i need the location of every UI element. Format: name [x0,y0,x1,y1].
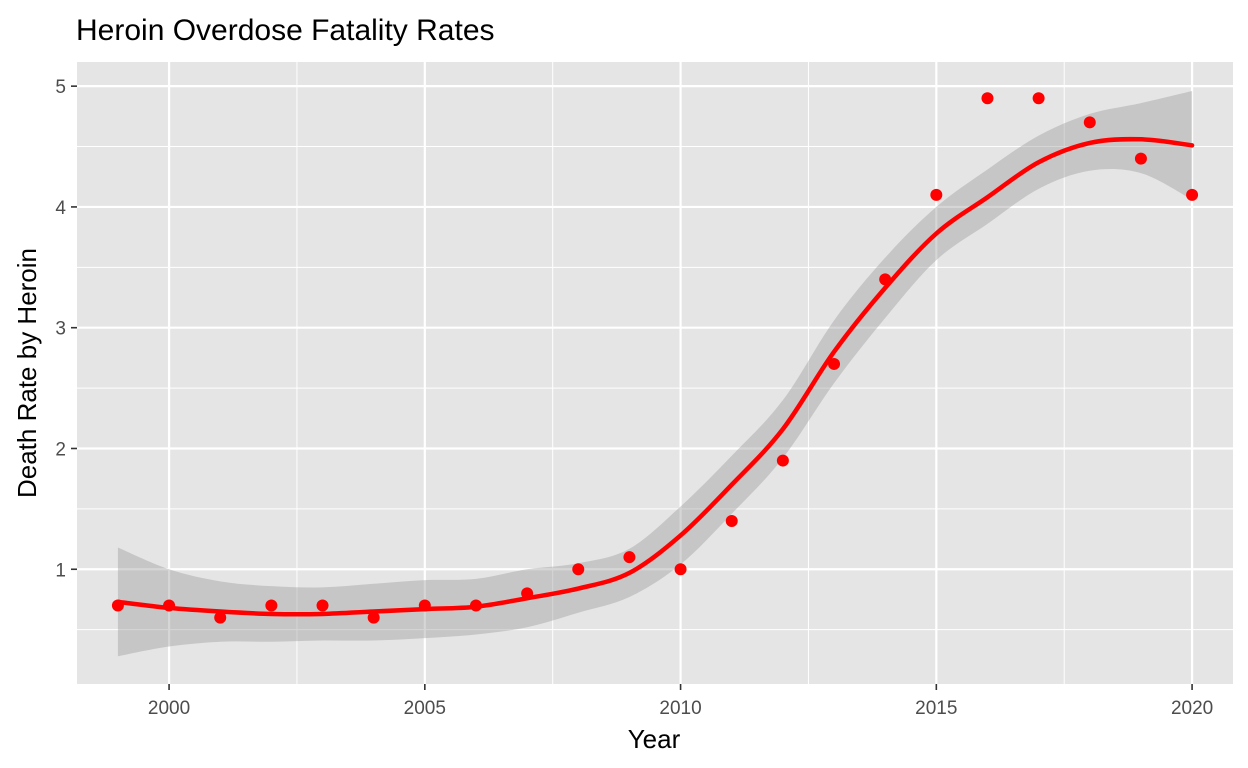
smooth-line [115,136,1195,617]
data-point [981,92,994,105]
data-point [1186,188,1199,201]
data-point [316,599,329,612]
y-tick-label: 5 [55,77,66,98]
x-tick-label: 2010 [659,698,701,719]
grid-minor [77,62,1233,684]
data-point [828,357,841,370]
plot-panel [77,62,1233,684]
x-tick-label: 2015 [915,698,957,719]
y-tick-label: 2 [55,439,66,460]
data-point [367,611,380,624]
x-tick-label: 2005 [404,698,446,719]
data-point [725,514,738,527]
confidence-ribbon [117,90,1193,657]
data-point [265,599,278,612]
data-point [930,188,943,201]
chart-title: Heroin Overdose Fatality Rates [76,14,495,47]
data-point [674,563,687,576]
data-point [572,563,585,576]
y-tick-label: 4 [55,198,66,219]
data-points [111,92,1199,624]
grid-major [77,62,1233,684]
x-tick-label: 2020 [1171,698,1213,719]
y-tick-label: 1 [55,560,66,581]
x-axis: 2000 2005 2010 2015 2020 [148,684,1213,719]
data-point [1083,116,1096,129]
x-axis-title: Year [628,724,681,754]
data-point [776,454,789,467]
data-point [1032,92,1045,105]
x-tick-label: 2000 [148,698,190,719]
y-axis-title: Death Rate by Heroin [12,248,42,498]
data-point [1134,152,1147,165]
data-point [214,611,227,624]
data-point [623,551,636,564]
y-axis: 1 2 3 4 5 [55,77,77,581]
y-tick-label: 3 [55,319,66,340]
